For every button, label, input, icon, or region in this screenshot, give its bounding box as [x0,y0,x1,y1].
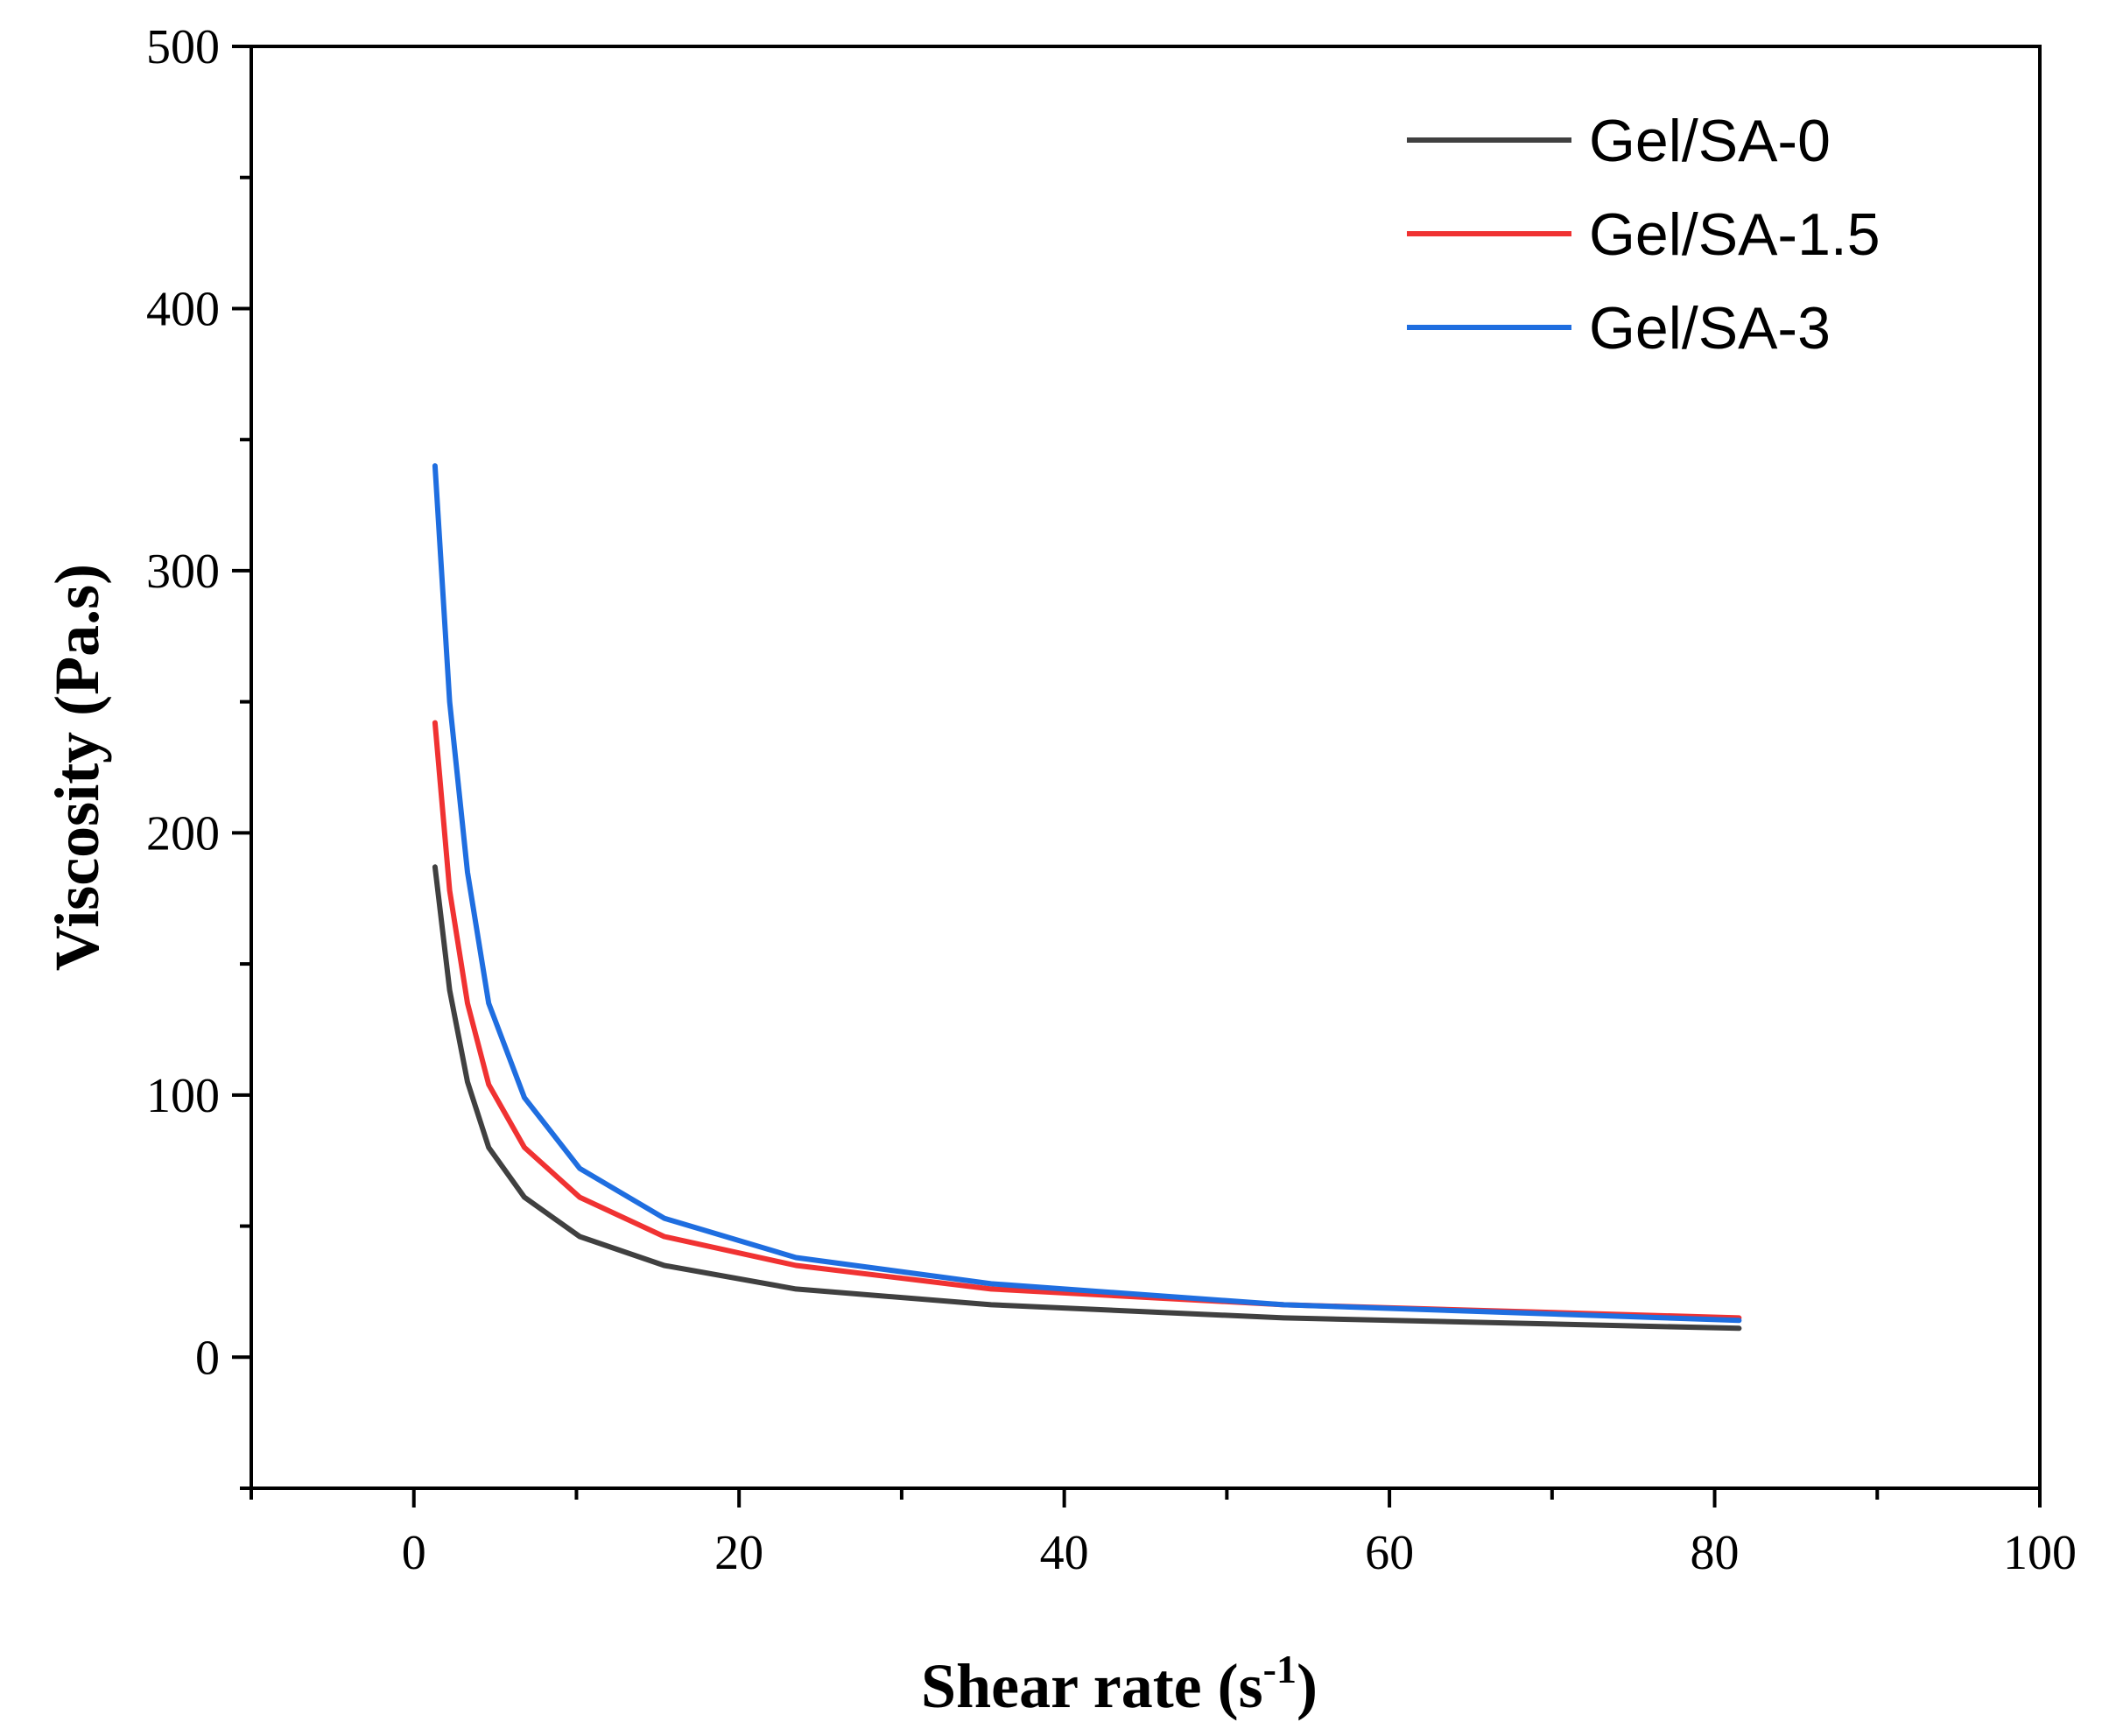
x-tick-label: 20 [714,1526,763,1580]
y-axis-ticks: 0 100 200 300 400 500 [146,20,251,1490]
legend: Gel/SA-0 Gel/SA-1.5 Gel/SA-3 [1407,108,1881,362]
legend-label: Gel/SA-1.5 [1589,201,1881,268]
x-axis-title: Shear rate (s-1) [921,1647,1318,1721]
y-tick-label: 0 [195,1331,220,1385]
series-line-gel-sa-0 [432,864,1742,1332]
plot-frame [250,45,2042,1490]
x-tick-label: 60 [1365,1526,1414,1580]
y-axis-title: Viscosity (Pa.s) [42,564,112,971]
x-tick-label: 0 [402,1526,426,1580]
y-tick-label: 200 [146,806,220,861]
y-tick-label: 500 [146,20,220,74]
series-lines [432,463,1742,1332]
legend-label: Gel/SA-3 [1589,295,1831,362]
y-tick-label: 400 [146,282,220,336]
x-tick-label: 40 [1040,1526,1089,1580]
x-axis-ticks: 0 20 40 60 80 100 [250,1488,2077,1580]
x-axis-title-close: ) [1297,1651,1318,1721]
y-tick-label: 100 [146,1069,220,1123]
x-tick-label: 100 [2003,1526,2077,1580]
x-axis-title-superscript: -1 [1263,1647,1297,1691]
series-line-gel-sa-3 [432,463,1742,1324]
series-line-gel-sa-1-5 [432,720,1742,1321]
legend-label: Gel/SA-0 [1589,108,1831,174]
x-axis-title-main: Shear rate (s [921,1651,1263,1721]
x-tick-label: 80 [1691,1526,1740,1580]
y-tick-label: 300 [146,545,220,599]
